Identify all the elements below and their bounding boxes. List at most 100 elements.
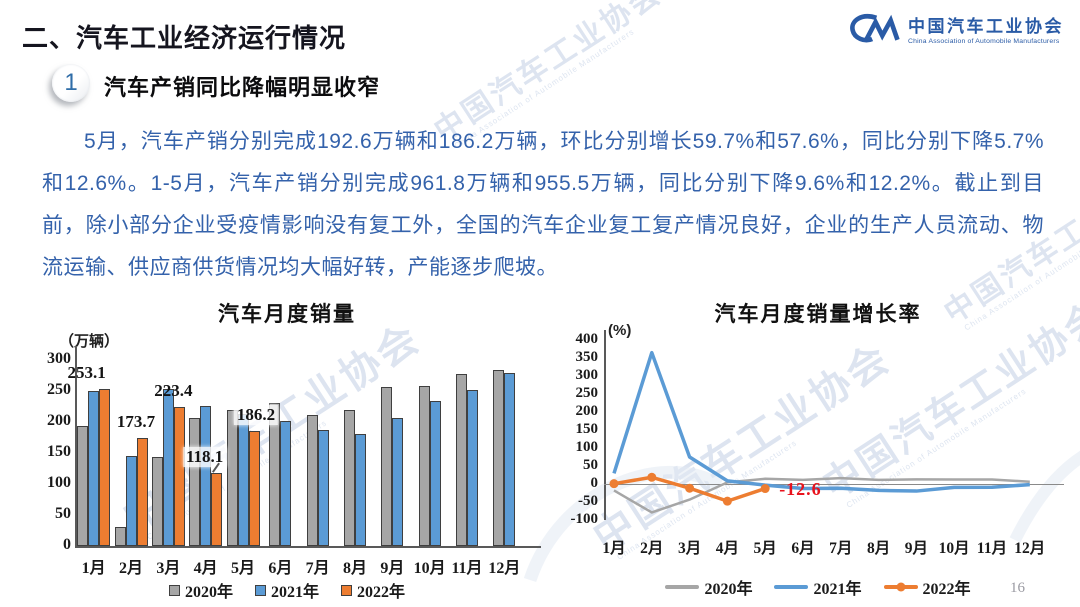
bar-y-tick: 50 <box>55 505 71 522</box>
line-y-tick: 0 <box>590 475 599 491</box>
legend-item-2020年: 2020年 <box>168 578 233 602</box>
bar-2020年-9月 <box>381 386 393 546</box>
monthly-sales-bar-chart: 汽车月度销量 （万辆） 2020年 2021年 2022年 0 50 100 150 200… <box>33 292 541 607</box>
bar-2020年-2月 <box>114 526 126 546</box>
legend-item-2021年: 2021年 <box>774 575 862 599</box>
bar-value-label: 173.7 <box>116 412 156 432</box>
legend-item-2020年: 2020年 <box>665 575 752 599</box>
bar-x-tick: 12月 <box>488 560 521 577</box>
line-chart-unit: (%) <box>608 322 632 339</box>
bar-2020年-1月 <box>77 425 89 546</box>
bar-x-tick: 3月 <box>156 560 181 577</box>
legend-swatch <box>665 585 700 589</box>
section-title: 汽车产销同比降幅明显收窄 <box>104 75 381 100</box>
bar-y-tick: 250 <box>47 381 71 398</box>
line-x-tick: 7月 <box>829 540 853 557</box>
line-y-tick: -50 <box>578 493 598 509</box>
bar-y-axis <box>75 346 77 546</box>
marker-2022年-5月 <box>760 484 770 494</box>
bar-2022年-5月 <box>248 430 260 546</box>
bar-x-tick: 6月 <box>268 560 293 577</box>
line-2022年 <box>613 475 766 503</box>
line-y-tick: 400 <box>575 331 599 347</box>
bar-2021年-2月 <box>125 455 137 546</box>
legend-item-2022年: 2022年 <box>341 578 405 602</box>
bar-2022年-3月 <box>173 407 185 546</box>
bar-2020年-7月 <box>306 415 318 546</box>
bar-chart-legend: 2020年 2021年 2022年 <box>33 578 541 602</box>
line-y-tick: 350 <box>575 349 599 365</box>
legend-label: 2020年 <box>184 584 233 601</box>
line-x-tick: 4月 <box>715 540 740 557</box>
logo-cm-icon <box>850 14 900 43</box>
line-x-tick: 5月 <box>753 540 777 557</box>
bar-chart-title: 汽车月度销量 <box>218 303 356 326</box>
bar-2020年-10月 <box>418 386 430 546</box>
legend-marker-dot <box>896 582 905 592</box>
line-2021年 <box>612 350 1030 493</box>
marker-2022年-4月 <box>722 496 732 506</box>
growth-lines-svg <box>609 350 1030 514</box>
line-x-tick: 10月 <box>938 540 970 557</box>
bar-2020年-4月 <box>189 417 201 546</box>
bar-x-tick: 10月 <box>413 560 446 577</box>
bar-2021年-8月 <box>355 434 366 546</box>
bar-y-tick: 150 <box>47 443 71 460</box>
legend-swatch <box>341 584 352 596</box>
bar-2020年-6月 <box>269 403 281 546</box>
bar-2021年-11月 <box>467 389 478 546</box>
legend-label: 2021年 <box>813 581 862 598</box>
line-chart-legend: 2020年 2021年 2022年 <box>556 575 1080 599</box>
legend-swatch <box>254 584 266 596</box>
legend-label: 2022年 <box>357 584 406 601</box>
line-chart-title: 汽车月度销量增长率 <box>714 303 922 326</box>
line-y-tick: 50 <box>583 457 598 473</box>
line-x-tick: 6月 <box>791 540 815 557</box>
bar-2021年-1月 <box>88 390 100 546</box>
line-x-tick: 9月 <box>904 540 929 557</box>
bar-y-tick: 0 <box>63 536 71 553</box>
line-y-axis <box>604 330 606 520</box>
line-y-tick: 200 <box>575 403 599 419</box>
legend-item-2021年: 2021年 <box>254 578 319 602</box>
line-x-tick: 8月 <box>866 540 891 557</box>
bar-value-label: 118.1 <box>183 446 227 467</box>
growth-annotation: -12.6 <box>779 478 822 499</box>
line-x-tick: 3月 <box>677 540 702 557</box>
bar-value-label: 253.1 <box>67 363 106 383</box>
bar-2020年-5月 <box>226 409 238 546</box>
bar-2022年-1月 <box>99 389 111 546</box>
bar-value-label: 186.2 <box>233 404 279 425</box>
bar-2021年-5月 <box>237 414 249 546</box>
bar-y-tick: 100 <box>47 474 71 491</box>
line-x-tick: 11月 <box>976 540 1008 557</box>
bar-x-tick: 5月 <box>230 560 255 577</box>
bar-value-label: 223.4 <box>154 381 193 401</box>
logo: 中国汽车工业协会 China Association of Automobile… <box>846 10 1064 46</box>
bar-x-tick: 8月 <box>342 560 367 577</box>
page-title: 二、汽车工业经济运行情况 <box>22 23 347 53</box>
bar-2020年-3月 <box>151 457 163 546</box>
bar-x-tick: 11月 <box>451 560 483 577</box>
legend-label: 2021年 <box>270 584 319 601</box>
line-x-tick: 2月 <box>640 540 664 557</box>
line-y-tick: 150 <box>575 421 599 437</box>
bar-2021年-7月 <box>317 430 329 546</box>
zero-baseline <box>604 484 1064 486</box>
section-number: 1 <box>64 69 78 96</box>
growth-rate-line-chart: 汽车月度销量增长率 (%) 2020年 2021年 2022年 400 350 300 2… <box>556 292 1080 607</box>
bar-2021年-10月 <box>429 401 441 546</box>
marker-2022年-2月 <box>647 472 657 482</box>
line-y-tick: 100 <box>575 439 599 455</box>
bar-2020年-12月 <box>493 370 505 546</box>
bar-chart-unit: （万辆） <box>59 333 120 350</box>
bar-2020年-11月 <box>456 374 467 546</box>
legend-label: 2022年 <box>922 581 971 598</box>
bar-x-tick: 2月 <box>118 560 143 577</box>
line-y-tick: 300 <box>575 367 599 383</box>
line-y-tick: 250 <box>575 385 599 401</box>
body-paragraph: 5月，汽车产销分别完成192.6万辆和186.2万辆，环比分别增长59.7%和5… <box>42 130 1044 279</box>
logo-name-cn: 中国汽车工业协会 <box>908 16 1064 36</box>
bar-2022年-2月 <box>136 438 148 546</box>
